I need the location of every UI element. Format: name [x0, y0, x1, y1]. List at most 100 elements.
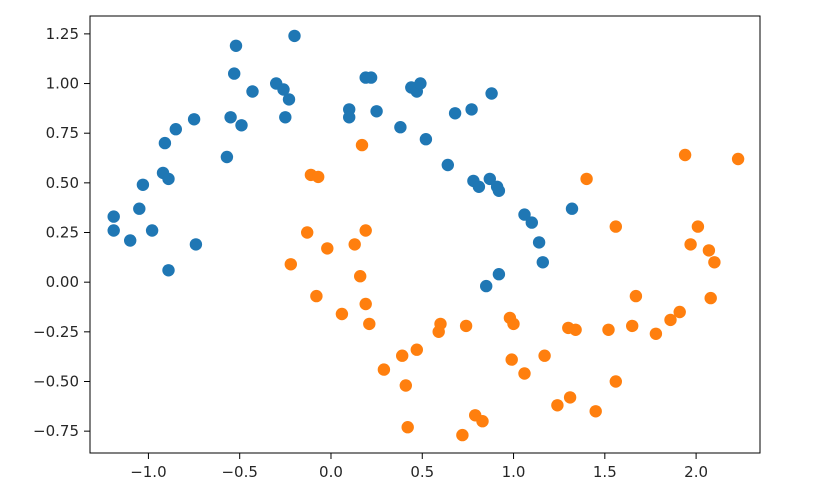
data-point-series-2	[678, 148, 692, 162]
data-point-series-1	[169, 123, 182, 136]
data-point-series-2	[609, 220, 622, 233]
data-point-series-2	[401, 421, 414, 434]
y-tick-label: 1.25	[46, 25, 79, 43]
y-tick-label: 0.50	[46, 174, 79, 192]
data-point-series-1	[220, 150, 234, 164]
plot-frame	[89, 15, 761, 454]
data-point-series-2	[284, 258, 297, 271]
data-point-series-2	[626, 319, 639, 333]
data-point-series-1	[228, 67, 241, 80]
data-point-series-2	[410, 343, 423, 356]
x-tick-label: 0.0	[319, 463, 343, 481]
data-point-series-2	[335, 307, 349, 321]
y-tick-label: −0.75	[33, 422, 79, 440]
data-point-series-2	[312, 170, 325, 184]
data-point-series-1	[536, 256, 549, 269]
data-point-series-1	[133, 202, 146, 215]
data-point-series-2	[459, 319, 473, 333]
y-tick-label: 0.25	[46, 224, 79, 242]
data-point-series-1	[472, 180, 486, 193]
data-point-series-1	[419, 133, 433, 146]
x-tick-label: 1.0	[502, 463, 526, 481]
data-point-series-1	[162, 264, 175, 277]
data-point-series-2	[354, 270, 367, 283]
x-tick-label: 0.5	[410, 463, 434, 481]
data-point-series-1	[343, 111, 356, 124]
data-point-series-2	[702, 244, 716, 257]
data-point-series-1	[441, 158, 454, 172]
data-point-series-1	[565, 202, 579, 215]
data-point-series-1	[492, 184, 506, 197]
data-point-series-1	[288, 29, 301, 43]
data-point-series-2	[609, 375, 622, 388]
data-point-series-1	[485, 87, 498, 100]
data-point-series-2	[731, 152, 745, 166]
y-axis: −0.75 −0.50 −0.25 0.00 0.25 0.50 0.75 1.00 1.25	[33, 25, 90, 440]
data-point-series-2	[538, 349, 551, 362]
data-point-series-2	[348, 238, 361, 251]
data-point-series-2	[708, 256, 721, 269]
data-point-series-2	[580, 172, 593, 186]
data-point-series-1	[364, 71, 378, 84]
data-point-series-2	[363, 317, 376, 331]
x-tick-label: 2.0	[684, 463, 708, 481]
data-point-series-1	[480, 279, 493, 293]
data-point-series-1	[107, 224, 120, 237]
data-point-series-1	[136, 178, 150, 191]
data-point-series-2	[456, 428, 469, 442]
data-point-series-1	[229, 39, 243, 52]
data-point-series-1	[525, 216, 538, 229]
data-point-series-2	[629, 289, 643, 303]
data-point-series-1	[162, 172, 175, 186]
data-point-series-2	[704, 291, 717, 305]
data-point-series-2	[551, 399, 564, 412]
data-point-series-2	[355, 138, 369, 152]
data-point-series-2	[563, 391, 577, 404]
data-point-series-1	[394, 121, 407, 134]
data-point-series-1	[483, 172, 496, 186]
data-point-series-1	[246, 85, 259, 98]
data-point-series-2	[664, 313, 677, 327]
data-point-series-2	[321, 242, 334, 255]
data-point-series-1	[277, 83, 290, 96]
data-point-series-2	[396, 349, 409, 362]
data-points	[107, 29, 745, 442]
data-point-series-1	[224, 111, 237, 124]
data-point-series-1	[492, 268, 506, 281]
data-point-series-2	[673, 305, 686, 319]
data-point-series-1	[158, 136, 172, 150]
x-tick-label: −1.0	[130, 463, 166, 481]
data-point-series-2	[476, 415, 489, 428]
data-point-series-1	[189, 238, 203, 251]
x-tick-label: −0.5	[221, 463, 257, 481]
data-point-series-2	[359, 297, 372, 311]
y-tick-label: −0.50	[33, 372, 79, 390]
data-point-series-1	[448, 107, 462, 120]
data-point-series-1	[279, 111, 292, 124]
data-point-series-2	[589, 405, 602, 418]
data-point-series-2	[310, 289, 323, 303]
plot-background	[90, 16, 760, 453]
data-point-series-1	[124, 234, 137, 247]
data-point-series-2	[684, 238, 697, 251]
x-axis: −1.0 −0.5 0.0 0.5 1.0 1.5 2.0	[130, 453, 708, 481]
y-tick-label: −0.25	[33, 323, 79, 341]
data-point-series-1	[465, 103, 478, 116]
data-point-series-1	[518, 208, 531, 221]
y-tick-label: 0.00	[46, 273, 79, 291]
data-point-series-1	[282, 93, 296, 106]
data-point-series-2	[301, 226, 314, 239]
y-tick-label: 1.00	[46, 75, 79, 93]
data-point-series-1	[370, 105, 383, 118]
data-point-series-2	[505, 353, 518, 366]
data-point-series-2	[434, 317, 447, 331]
x-tick-label: 1.5	[593, 463, 617, 481]
y-tick-label: 0.75	[46, 124, 79, 142]
data-point-series-2	[649, 327, 663, 340]
data-point-series-2	[359, 224, 372, 237]
data-point-series-1	[414, 77, 427, 90]
data-point-series-1	[145, 224, 159, 237]
data-point-series-1	[532, 236, 546, 249]
data-point-series-2	[569, 323, 582, 336]
data-point-series-1	[187, 113, 201, 126]
